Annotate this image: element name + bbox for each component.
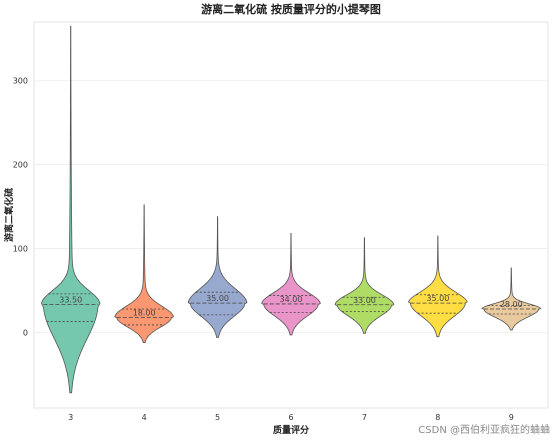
violin-body bbox=[481, 267, 542, 331]
y-tick-label: 300 bbox=[13, 77, 28, 86]
median-value-label: 18.00 bbox=[133, 308, 156, 317]
median-labels: 33.50 18.00 35.00 34.00 33.00 35.00 28.00 bbox=[59, 294, 522, 317]
x-tick-label: 4 bbox=[142, 413, 147, 422]
y-tick-label: 0 bbox=[23, 328, 28, 337]
y-axis-ticks: 0 100 200 300 bbox=[13, 77, 28, 338]
x-tick-label: 5 bbox=[215, 413, 220, 422]
violin-body bbox=[187, 216, 248, 338]
violin-body bbox=[334, 237, 395, 334]
x-tick-label: 9 bbox=[509, 413, 514, 422]
median-value-label: 33.00 bbox=[353, 296, 376, 305]
watermark-text: CSDN @西伯利亚疯狂的蛐蛐 bbox=[418, 423, 550, 436]
y-tick-label: 200 bbox=[13, 161, 28, 170]
y-tick-label: 100 bbox=[13, 245, 28, 254]
median-value-label: 28.00 bbox=[500, 300, 523, 309]
violins bbox=[40, 25, 542, 394]
median-value-label: 34.00 bbox=[280, 295, 303, 304]
median-value-label: 35.00 bbox=[206, 294, 229, 303]
chart-title: 游离二氧化硫 按质量评分的小提琴图 bbox=[201, 2, 381, 16]
median-value-label: 35.00 bbox=[426, 294, 449, 303]
violin-body bbox=[261, 233, 321, 336]
violin-body bbox=[114, 204, 175, 343]
x-tick-label: 3 bbox=[68, 413, 73, 422]
y-axis-label: 游离二氧化硫 bbox=[3, 188, 15, 242]
violin-body bbox=[40, 25, 101, 394]
x-axis-label: 质量评分 bbox=[273, 424, 309, 436]
violin-body bbox=[407, 235, 468, 338]
x-tick-label: 6 bbox=[288, 413, 293, 422]
median-value-label: 33.50 bbox=[59, 295, 82, 304]
x-tick-label: 8 bbox=[435, 413, 440, 422]
x-axis-ticks: 3 4 5 6 7 8 9 bbox=[68, 413, 514, 422]
x-tick-label: 7 bbox=[362, 413, 367, 422]
plot-area bbox=[33, 21, 549, 409]
